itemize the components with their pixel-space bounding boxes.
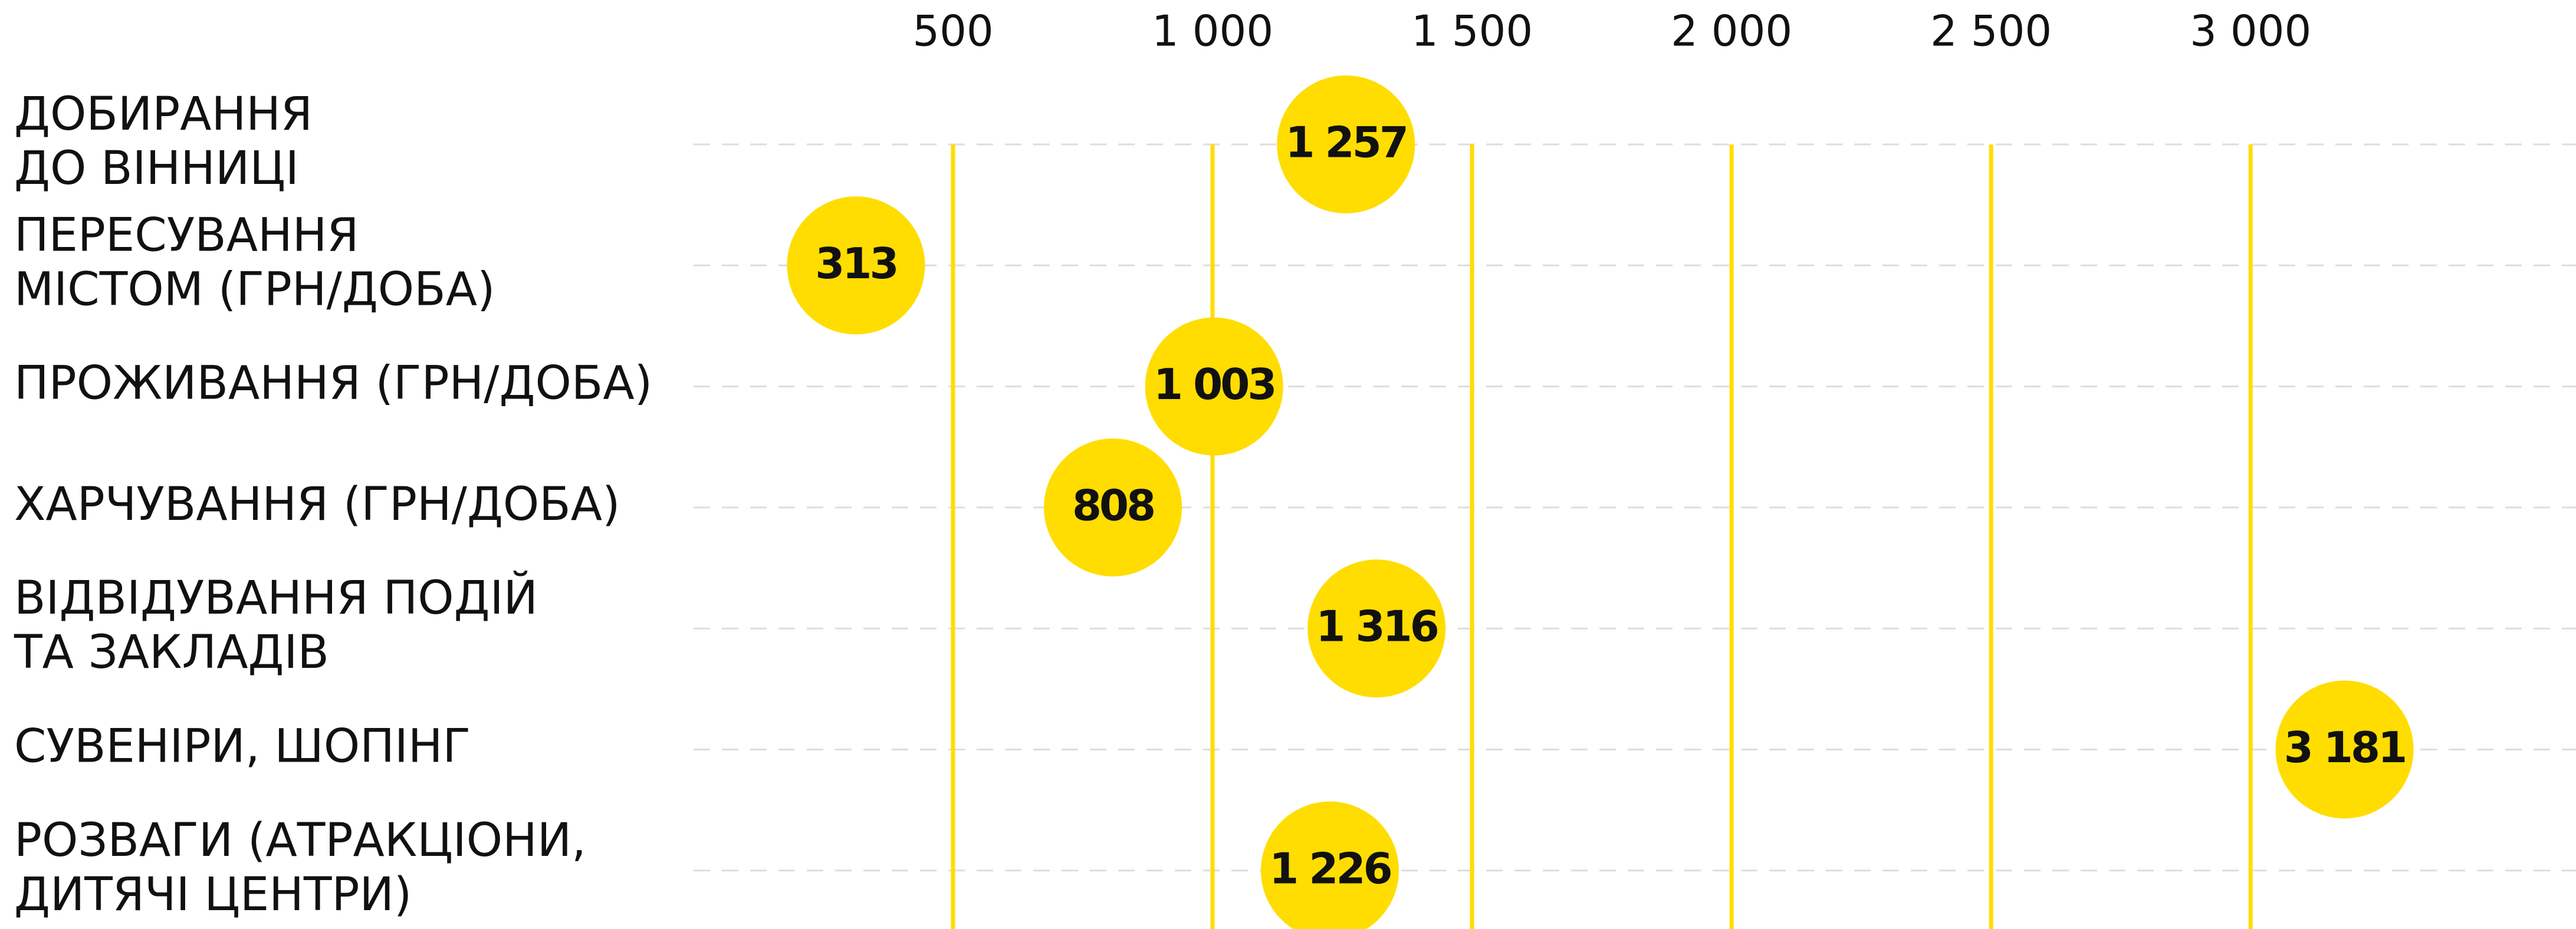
value-label: 1 226 bbox=[1269, 844, 1391, 893]
category-label: ВІДВІДУВАННЯ ПОДІЙ ТА ЗАКЛАДІВ bbox=[14, 571, 538, 680]
value-label: 313 bbox=[815, 239, 896, 288]
dot bbox=[1307, 559, 1446, 698]
dot bbox=[1260, 801, 1399, 929]
category-label: ХАРЧУВАННЯ (ГРН/ДОБА) bbox=[14, 478, 620, 531]
x-tick-label: 3 000 bbox=[2190, 6, 2311, 56]
category-label: ДОБИРАННЯ ДО ВІННИЦІ bbox=[14, 88, 313, 195]
dot bbox=[787, 196, 925, 335]
category-label: ПЕРЕСУВАННЯ МІСТОМ (ГРН/ДОБА) bbox=[14, 209, 495, 317]
category-label: ПРОЖИВАННЯ (ГРН/ДОБА) bbox=[14, 357, 652, 410]
value-label: 3 181 bbox=[2284, 723, 2405, 772]
value-label: 1 316 bbox=[1316, 602, 1437, 651]
dot bbox=[2275, 680, 2414, 819]
dot bbox=[1277, 75, 1415, 213]
x-tick-label: 1 000 bbox=[1152, 6, 1273, 56]
dot bbox=[1044, 438, 1182, 576]
value-label: 1 257 bbox=[1286, 118, 1407, 167]
x-tick-label: 1 500 bbox=[1411, 6, 1533, 56]
dot bbox=[1145, 317, 1283, 456]
category-label: РОЗВАГИ (АТРАКЦІОНИ, ДИТЯЧІ ЦЕНТРИ) bbox=[14, 814, 586, 921]
value-label: 1 003 bbox=[1154, 360, 1274, 409]
x-tick-label: 2 500 bbox=[1930, 6, 2052, 56]
category-label: СУВЕНІРИ, ШОПІНГ bbox=[14, 720, 471, 773]
x-tick-label: 500 bbox=[912, 6, 993, 56]
value-label: 808 bbox=[1072, 480, 1154, 530]
x-tick-label: 2 000 bbox=[1671, 6, 1792, 56]
